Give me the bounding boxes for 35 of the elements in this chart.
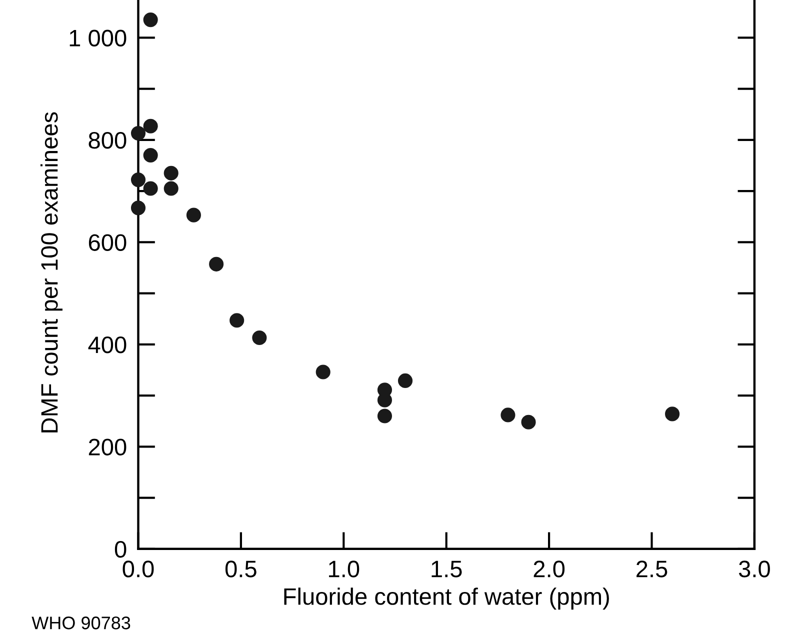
y-tick-label: 200 <box>88 438 126 456</box>
point <box>398 373 413 388</box>
x-axis-title: Fluoride content of water (ppm) <box>284 588 609 610</box>
point <box>500 408 516 422</box>
point <box>209 256 224 272</box>
x-tick-label: 0.5 <box>225 560 256 578</box>
point <box>521 414 536 430</box>
point <box>130 126 146 141</box>
point <box>130 200 146 216</box>
x-tick-label: 1.5 <box>432 560 462 578</box>
x-tick-label: 3.0 <box>738 560 770 578</box>
point <box>164 166 178 180</box>
point <box>316 364 330 380</box>
text: WHO 90783 <box>32 616 130 630</box>
x-tick-label: 2.0 <box>534 560 565 578</box>
point <box>665 406 680 422</box>
y-tick-label: 600 <box>88 234 126 251</box>
point <box>143 12 158 28</box>
x-tick-label: 0.0 <box>122 560 154 578</box>
point <box>143 181 158 196</box>
y-tick-label: 400 <box>88 336 126 354</box>
point <box>143 148 158 163</box>
point <box>143 118 158 134</box>
y-tick-label: 800 <box>88 132 126 149</box>
y-tick-label: 0 <box>114 540 126 558</box>
point <box>130 172 146 188</box>
point <box>377 408 392 424</box>
point <box>164 181 178 196</box>
x-tick-label: 2.5 <box>636 560 668 578</box>
x-tick-label: 1.0 <box>329 560 360 578</box>
point <box>252 330 267 346</box>
point <box>230 313 244 328</box>
point <box>186 208 201 222</box>
y-axis-title: DMF count per 100 examinees <box>40 112 63 432</box>
y-tick-label: 1 000 <box>70 30 126 46</box>
